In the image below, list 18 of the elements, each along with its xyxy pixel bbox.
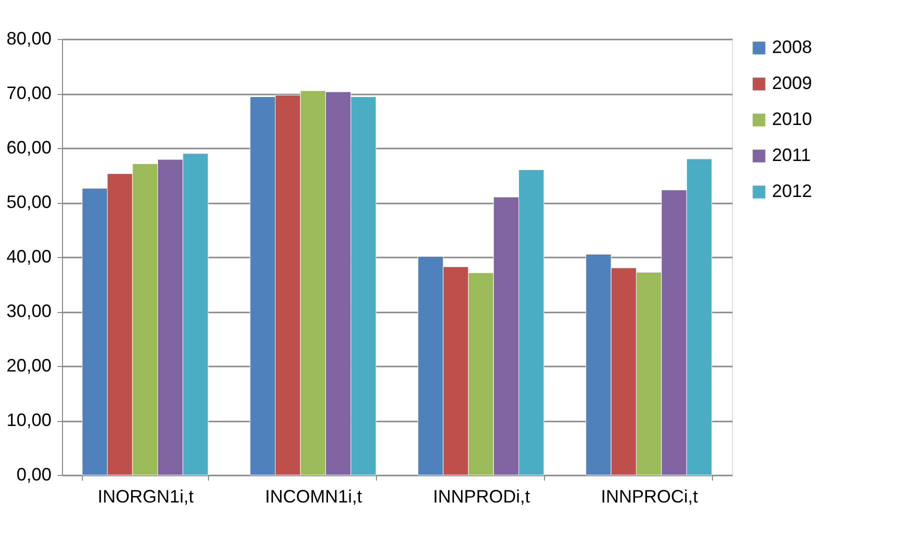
x-tick-label: INNPRODi,t bbox=[432, 486, 530, 506]
y-tick-label: 30,00 bbox=[6, 301, 52, 321]
x-tick-label: INCOMN1i,t bbox=[265, 486, 362, 506]
legend-label: 2009 bbox=[772, 73, 812, 93]
y-tick-label: 0,00 bbox=[16, 464, 52, 484]
y-tick-label: 70,00 bbox=[6, 83, 52, 103]
x-tick-label: INNPROCi,t bbox=[600, 486, 698, 506]
legend-label: 2010 bbox=[772, 109, 812, 129]
y-tick-label: 50,00 bbox=[6, 192, 52, 212]
y-tick-label: 10,00 bbox=[6, 410, 52, 430]
legend-label: 2011 bbox=[772, 145, 811, 165]
x-tick-label: INORGN1i,t bbox=[98, 486, 194, 506]
y-tick-label: 40,00 bbox=[6, 246, 52, 266]
y-tick-label: 80,00 bbox=[6, 28, 52, 48]
legend-label: 2012 bbox=[772, 181, 812, 201]
legend-label: 2008 bbox=[772, 37, 812, 57]
y-tick-label: 60,00 bbox=[6, 138, 52, 158]
y-tick-label: 20,00 bbox=[6, 356, 52, 376]
